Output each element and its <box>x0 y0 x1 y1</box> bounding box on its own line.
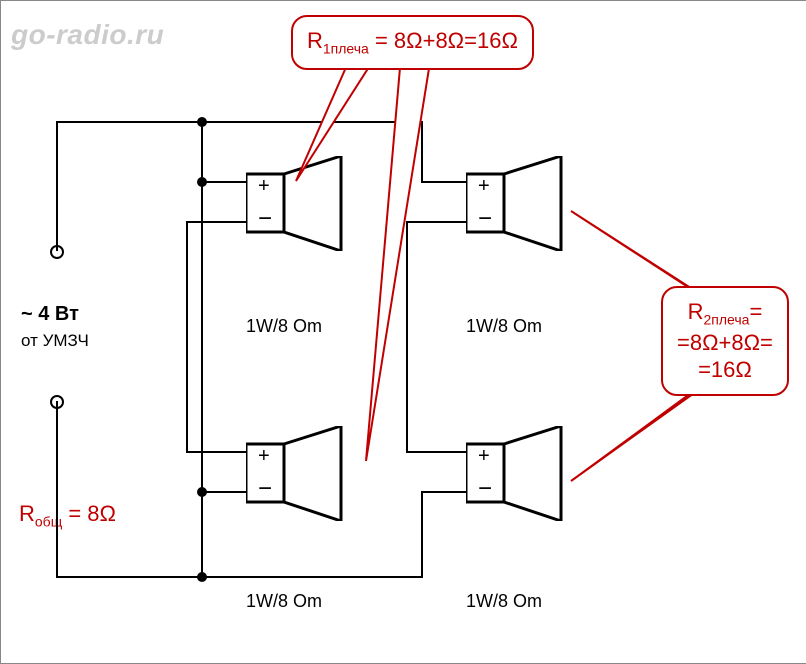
wire <box>201 576 421 578</box>
callout-r2-line2: =8Ω+8Ω= <box>677 330 773 355</box>
callout-r2: R2плеча= =8Ω+8Ω= =16Ω <box>661 286 789 396</box>
speaker-bl-label: 1W/8 Om <box>246 591 322 612</box>
wire <box>201 181 246 183</box>
callout-r1: R1плеча = 8Ω+8Ω=16Ω <box>291 15 534 70</box>
r-total-eq: = 8Ω <box>68 501 116 526</box>
callout-r1-eq: = 8Ω+8Ω=16Ω <box>375 28 518 53</box>
callout-r2-line3: =16Ω <box>698 357 752 382</box>
node <box>197 487 207 497</box>
speaker-br-label: 1W/8 Om <box>466 591 542 612</box>
wire <box>56 576 203 578</box>
node <box>197 177 207 187</box>
wire <box>56 121 203 123</box>
source-label: ~ 4 Вт от УМЗЧ <box>21 301 89 353</box>
wire <box>201 491 246 493</box>
callout-r1-sub: 1плеча <box>323 40 369 56</box>
diagram-canvas: go-radio.ru R1плеча = 8Ω+8Ω=16Ω R2плеча=… <box>0 0 806 664</box>
wire <box>56 121 58 251</box>
svg-text:−: − <box>478 475 492 502</box>
minus-sign: − <box>258 205 272 232</box>
speaker-bl: + − <box>246 426 366 521</box>
wire <box>56 401 58 576</box>
callout-r2-prefix: R <box>688 299 704 324</box>
callout-r1-tail-right <box>361 56 581 476</box>
svg-text:−: − <box>258 475 272 502</box>
source-from: от УМЗЧ <box>21 331 89 350</box>
watermark: go-radio.ru <box>11 19 164 51</box>
wire <box>201 121 203 578</box>
r-total-prefix: R <box>19 501 35 526</box>
r-total-sub: общ <box>35 513 62 529</box>
plus-sign: + <box>258 175 270 197</box>
callout-r2-tail-down <box>561 381 721 491</box>
callout-r2-sub: 2плеча <box>704 311 750 327</box>
wire <box>421 491 423 578</box>
r-total: Rобщ = 8Ω <box>19 501 116 529</box>
wire <box>421 491 466 493</box>
svg-text:+: + <box>258 445 270 467</box>
wire <box>186 451 246 453</box>
wire <box>186 221 188 451</box>
source-power: ~ 4 Вт <box>21 303 79 325</box>
speaker-tl-label: 1W/8 Om <box>246 316 322 337</box>
wire <box>186 221 246 223</box>
callout-r1-prefix: R <box>307 28 323 53</box>
